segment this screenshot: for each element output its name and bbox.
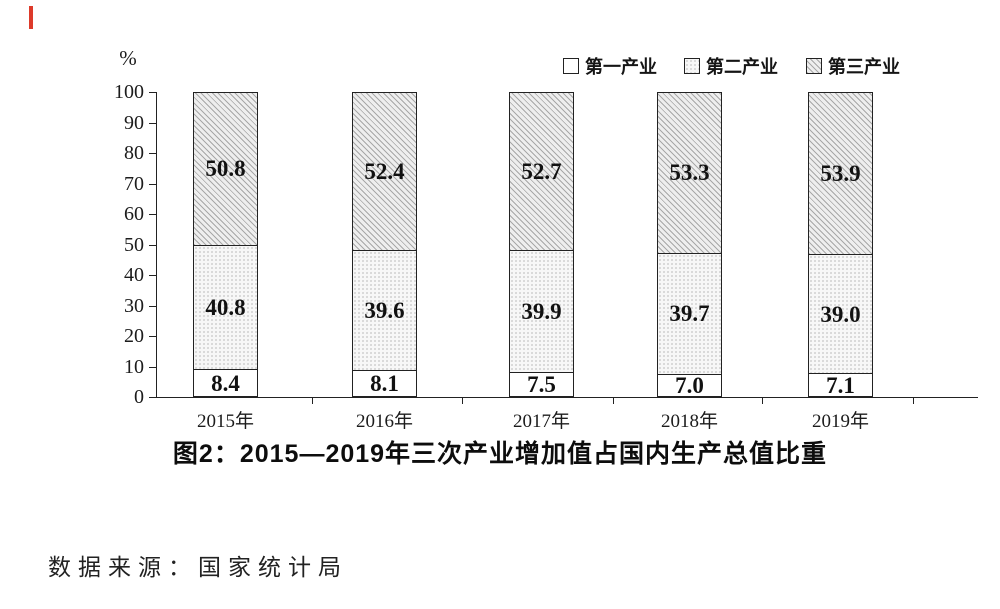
segment-第一产业: 7.5: [510, 373, 573, 396]
legend-label: 第三产业: [828, 57, 900, 77]
y-tick-label: 50: [124, 233, 144, 256]
x-axis-label: 2019年: [811, 411, 869, 432]
x-axis-tick: [462, 397, 463, 404]
value-label: 7.5: [527, 372, 556, 398]
x-axis-label: 2018年: [660, 411, 718, 432]
bar-2016年: 52.4 39.6 8.1: [352, 92, 417, 397]
y-axis-tick: [149, 336, 156, 337]
value-label: 7.1: [826, 372, 855, 398]
bar-2017年: 52.7 39.9 7.5: [509, 92, 574, 397]
y-axis-tick: [149, 244, 156, 246]
chart-title: 图2：2015—2019年三次产业增加值占国内生产总值比重: [172, 440, 828, 468]
value-label: 39.6: [364, 297, 405, 323]
segment-第三产业: 52.7: [510, 93, 573, 252]
y-axis-unit-label: %: [119, 46, 137, 70]
value-label: 40.8: [205, 295, 246, 321]
y-axis-tick: [149, 305, 156, 307]
y-axis-tick: [149, 183, 156, 185]
y-tick-label: 40: [124, 264, 144, 286]
y-tick-label: 60: [124, 203, 144, 225]
red-text-marker: [29, 6, 33, 29]
value-label: 53.3: [669, 160, 710, 186]
x-axis-tick: [762, 397, 763, 404]
y-tick-label: 30: [124, 294, 144, 317]
segment-第一产业: 8.4: [194, 370, 257, 396]
value-label: 39.7: [669, 301, 710, 327]
legend-item-第二产业: 第二产业: [684, 53, 778, 79]
bar-2015年: 50.8 40.8 8.4: [193, 92, 258, 397]
legend-swatch-fine-dots: [684, 58, 700, 74]
y-tick-label: 70: [124, 172, 144, 195]
y-axis-tick: [149, 122, 156, 124]
segment-第二产业: 40.8: [194, 245, 257, 371]
segment-第二产业: 39.9: [510, 251, 573, 374]
value-label: 39.0: [820, 301, 861, 327]
y-axis-tick: [149, 397, 156, 398]
x-axis-tick: [312, 397, 313, 404]
y-tick-label: 20: [124, 325, 144, 347]
y-axis-tick: [149, 92, 156, 93]
value-label: 8.1: [370, 371, 399, 397]
x-axis-label: 2017年: [512, 411, 570, 432]
x-axis-line: [156, 397, 978, 398]
y-axis-line: [156, 92, 157, 397]
segment-第一产业: 8.1: [353, 371, 416, 396]
segment-第三产业: 53.3: [658, 93, 721, 254]
y-tick-label: 100: [114, 81, 144, 103]
segment-第二产业: 39.6: [353, 250, 416, 372]
value-label: 52.7: [521, 159, 562, 185]
segment-第一产业: 7.0: [658, 372, 721, 398]
x-axis-tick: [613, 397, 614, 404]
x-axis-tick: [913, 397, 914, 404]
value-label: 39.9: [521, 299, 562, 325]
bar-2019年: 53.9 39.0 7.1: [808, 92, 873, 397]
value-label: 7.0: [675, 372, 704, 398]
value-label: 52.4: [364, 158, 405, 184]
y-tick-label: 80: [124, 142, 144, 164]
data-source-note: 数据来源：国家统计局: [48, 555, 348, 580]
y-tick-label: 0: [134, 386, 144, 408]
value-label: 8.4: [211, 370, 240, 396]
legend-item-第一产业: 第一产业: [563, 53, 657, 79]
y-tick-label: 90: [124, 111, 144, 134]
y-axis-tick: [149, 153, 156, 154]
y-axis-tick: [149, 366, 156, 368]
legend-label: 第一产业: [585, 57, 657, 77]
bar-2018年: 53.3 39.7 7.0: [657, 92, 722, 397]
legend-item-第三产业: 第三产业: [806, 53, 900, 79]
value-label: 53.9: [820, 161, 861, 187]
legend-swatch-diagonal-hatch: [806, 58, 822, 74]
x-axis-label: 2015年: [196, 411, 254, 432]
legend-label: 第二产业: [706, 57, 778, 77]
segment-第三产业: 53.9: [809, 93, 872, 256]
segment-第三产业: 52.4: [353, 93, 416, 251]
segment-第三产业: 50.8: [194, 93, 257, 246]
segment-第一产业: 7.1: [809, 372, 872, 398]
y-axis-tick: [149, 214, 156, 215]
y-axis-tick: [149, 275, 156, 276]
x-axis-label: 2016年: [355, 411, 413, 432]
y-tick-label: 10: [124, 355, 144, 378]
segment-第二产业: 39.7: [658, 253, 721, 375]
legend-swatch-plain-white: [563, 58, 579, 74]
value-label: 50.8: [205, 156, 246, 182]
segment-第二产业: 39.0: [809, 255, 872, 375]
